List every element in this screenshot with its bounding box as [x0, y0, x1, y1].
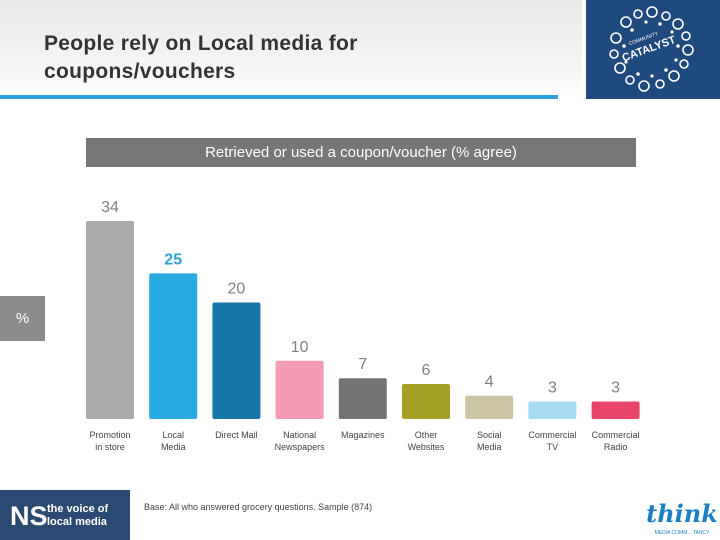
bar-value-label: 25	[164, 251, 182, 268]
ns-logo-line-2: local media	[47, 516, 108, 528]
bar-value-label: 4	[485, 374, 494, 391]
bar	[86, 221, 134, 419]
category-label: Other Websites	[408, 430, 445, 452]
ns-logo-mark: NS	[10, 501, 48, 531]
category-label: Direct Mail	[215, 430, 258, 440]
bar	[465, 395, 514, 419]
think-logo: think MEDIA COMM... TANCY	[644, 494, 720, 540]
bar	[402, 384, 450, 419]
bar	[591, 401, 640, 419]
bar-value-label: 20	[228, 281, 246, 298]
bar-value-label: 34	[101, 199, 119, 216]
catalyst-logo: CATALYST COMMUNITY	[586, 0, 720, 99]
title-underline	[0, 95, 558, 99]
category-label: Magazines	[341, 430, 385, 440]
bar-value-label: 6	[422, 362, 431, 379]
category-label: National Newspapers	[275, 430, 326, 452]
ns-logo-line-1: the voice of	[47, 503, 108, 515]
think-logo-subtext: MEDIA COMM... TANCY	[655, 530, 710, 536]
bar-value-label: 10	[291, 339, 309, 356]
chart-title: Retrieved or used a coupon/voucher (% ag…	[86, 138, 636, 167]
category-label: Commercial TV	[528, 430, 576, 452]
category-label: Promotion in store	[89, 430, 130, 452]
ns-logo: NS the voice of local media	[0, 490, 130, 540]
catalyst-logo-graphic: CATALYST COMMUNITY	[609, 6, 694, 92]
base-note: Base: All who answered grocery questions…	[144, 502, 373, 512]
bar-value-label: 7	[358, 356, 367, 373]
bar-value-label: 3	[548, 380, 557, 397]
category-label: Social Media	[477, 430, 502, 452]
category-label: Commercial Radio	[592, 430, 640, 452]
slide-title-line-2: coupons/vouchers	[44, 60, 236, 83]
bar-value-label: 3	[611, 380, 620, 397]
bar	[275, 360, 324, 419]
bar	[528, 401, 577, 419]
category-label: Local Media	[161, 430, 186, 452]
y-unit-label: %	[0, 296, 45, 341]
title-band	[0, 0, 582, 96]
slide-title-line-1: People rely on Local media for	[44, 32, 358, 55]
bar	[149, 273, 198, 419]
think-logo-word: think	[646, 499, 718, 528]
bar	[212, 302, 261, 419]
slide-title: People rely on Local media for coupons/v…	[44, 30, 358, 86]
bar	[338, 378, 387, 419]
